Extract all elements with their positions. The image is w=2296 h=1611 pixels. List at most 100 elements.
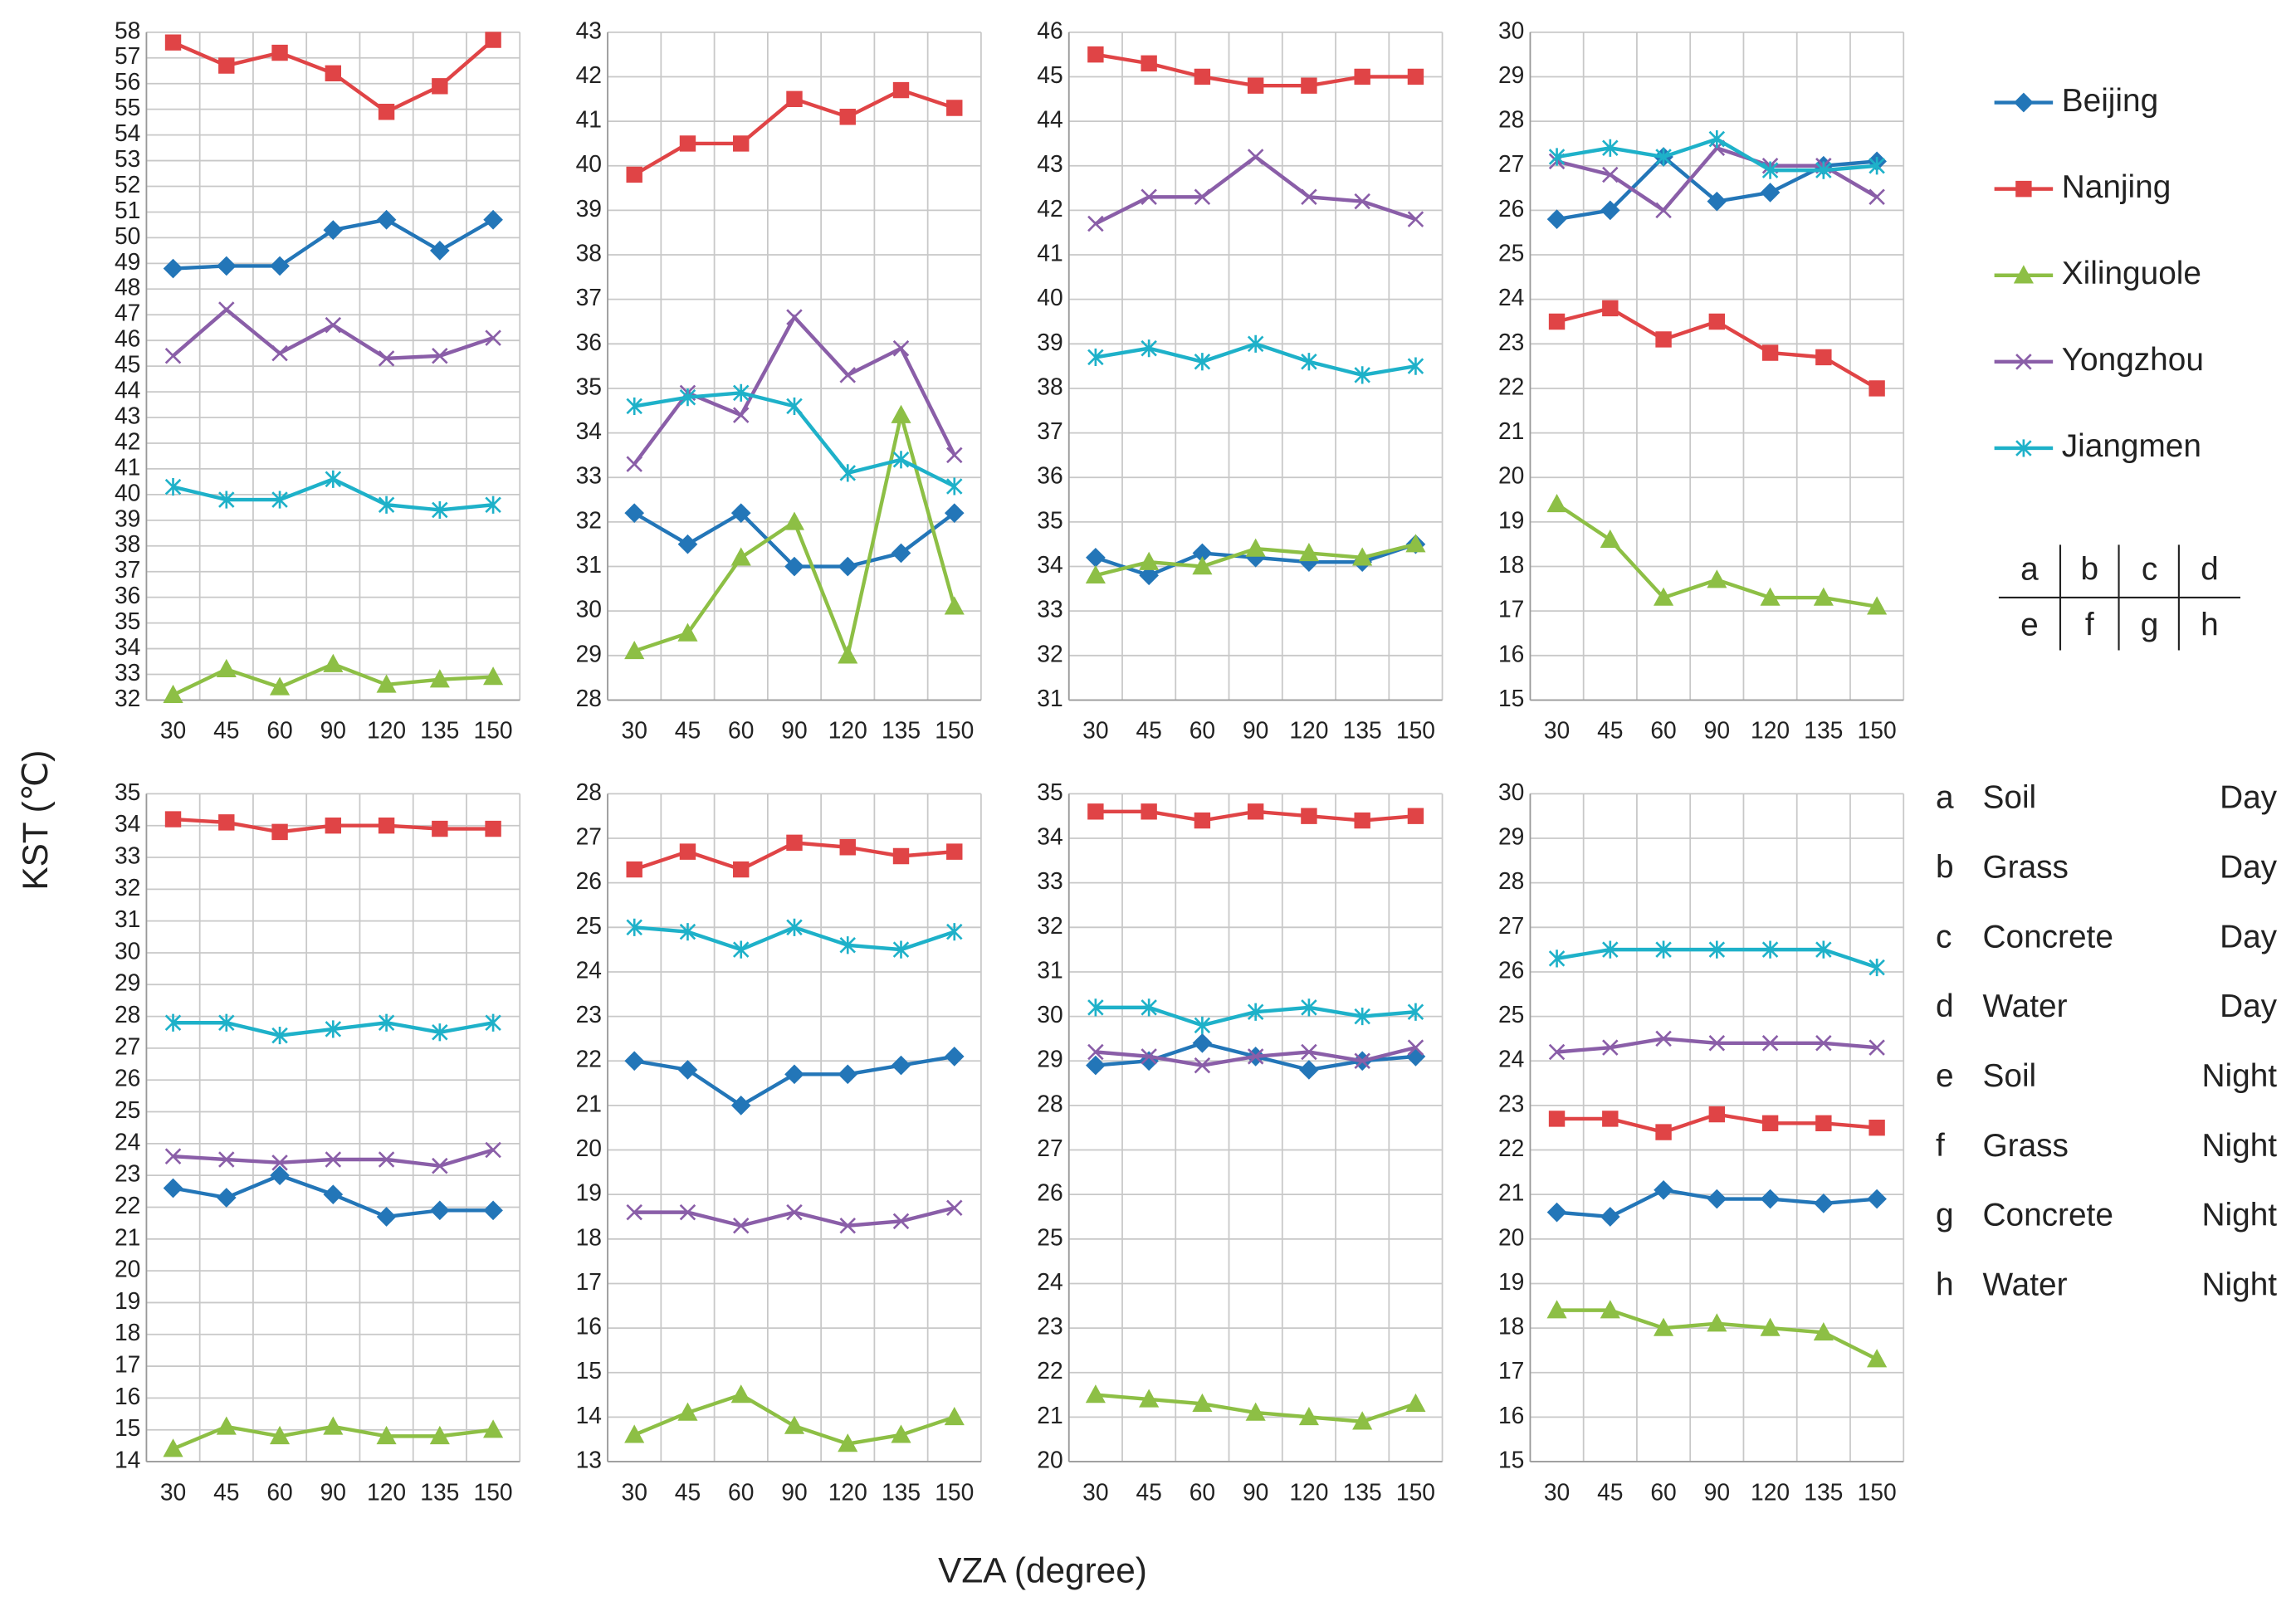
key-time: Day (2220, 989, 2278, 1024)
key-surface: Water (1982, 1267, 2067, 1302)
key-table-cell: d (2201, 551, 2219, 587)
x-tick-label: 135 (420, 1478, 459, 1505)
marker (732, 407, 750, 423)
marker (270, 256, 290, 276)
marker (1655, 202, 1672, 219)
y-tick-label: 23 (1037, 1313, 1063, 1340)
marker (1407, 1039, 1424, 1056)
x-tick-label: 120 (1289, 1478, 1328, 1505)
y-tick-label: 18 (1498, 551, 1524, 578)
y-tick-label: 57 (115, 42, 140, 69)
marker (1600, 1207, 1620, 1227)
marker (1245, 538, 1266, 557)
marker (1655, 1030, 1672, 1047)
key-table-cell: c (2142, 551, 2157, 587)
marker (429, 1425, 450, 1445)
y-tick-label: 53 (115, 145, 140, 172)
y-tick-label: 20 (1498, 462, 1524, 489)
y-tick-label: 16 (115, 1383, 140, 1409)
key-surface: Water (1982, 989, 2067, 1024)
marker (1813, 587, 1834, 606)
marker (1354, 1052, 1370, 1069)
marker (679, 135, 696, 152)
x-tick-label: 150 (935, 717, 974, 744)
marker (1655, 940, 1672, 959)
marker (164, 34, 182, 51)
marker (838, 645, 858, 664)
marker (946, 1199, 963, 1217)
marker (376, 209, 397, 230)
y-tick-label: 37 (1037, 417, 1063, 444)
marker (1354, 812, 1370, 829)
marker (784, 1415, 805, 1434)
y-tick-label: 20 (115, 1256, 140, 1282)
marker (1247, 1048, 1264, 1065)
y-tick-label: 35 (1037, 779, 1063, 805)
marker (378, 817, 395, 834)
x-tick-label: 60 (266, 717, 292, 744)
marker (891, 543, 911, 564)
marker (376, 674, 397, 693)
marker (1602, 1039, 1619, 1056)
x-tick-label: 90 (320, 717, 346, 744)
marker (323, 653, 344, 672)
marker (1139, 551, 1160, 570)
marker (677, 1060, 698, 1080)
marker (1141, 55, 1157, 72)
y-tick-label: 14 (576, 1402, 602, 1428)
marker (626, 918, 642, 936)
marker (218, 57, 235, 74)
marker (376, 1207, 397, 1227)
y-tick-label: 19 (115, 1287, 140, 1314)
y-tick-label: 30 (1037, 1001, 1063, 1028)
marker (1548, 1043, 1566, 1061)
marker (325, 1020, 342, 1038)
marker (944, 503, 965, 523)
y-tick-label: 34 (576, 417, 602, 444)
y-tick-label: 31 (115, 906, 140, 932)
x-tick-label: 120 (828, 1478, 867, 1505)
marker (1867, 1349, 1888, 1368)
marker (1405, 534, 1426, 553)
key-table-cell: g (2141, 607, 2159, 642)
legend-marker (2015, 180, 2032, 198)
y-tick-label: 15 (576, 1357, 602, 1384)
y-tick-label: 27 (1498, 912, 1524, 939)
x-tick-label: 135 (1343, 1478, 1382, 1505)
key-time: Day (2220, 780, 2278, 816)
y-tick-label: 25 (1498, 1001, 1524, 1028)
y-tick-label: 18 (1498, 1313, 1524, 1340)
marker (839, 109, 856, 125)
marker (839, 464, 857, 482)
marker (216, 1416, 237, 1435)
y-tick-label: 26 (1037, 1179, 1063, 1206)
y-tick-label: 51 (115, 197, 140, 223)
y-tick-label: 15 (1498, 685, 1524, 711)
key-letter: a (1936, 780, 1954, 816)
x-tick-label: 120 (828, 717, 867, 744)
y-tick-label: 14 (115, 1446, 140, 1472)
marker (677, 1402, 698, 1421)
marker (1247, 77, 1264, 94)
marker (786, 918, 803, 936)
marker (1761, 1035, 1779, 1052)
marker (432, 500, 448, 520)
y-tick-label: 41 (576, 106, 602, 133)
marker (1602, 940, 1619, 959)
y-tick-label: 35 (1037, 506, 1063, 533)
marker (624, 1051, 645, 1072)
y-tick-label: 27 (1498, 150, 1524, 177)
marker (733, 135, 750, 152)
marker (1654, 1179, 1673, 1200)
marker (1087, 998, 1104, 1017)
marker (677, 534, 698, 554)
marker (1546, 493, 1567, 513)
y-tick-label: 43 (576, 17, 602, 43)
key-surface: Soil (1982, 780, 2036, 816)
key-letter: d (1936, 989, 1954, 1024)
marker (485, 820, 501, 837)
marker (432, 78, 448, 95)
marker (1815, 161, 1832, 179)
marker (1192, 1393, 1213, 1412)
marker (946, 100, 963, 116)
